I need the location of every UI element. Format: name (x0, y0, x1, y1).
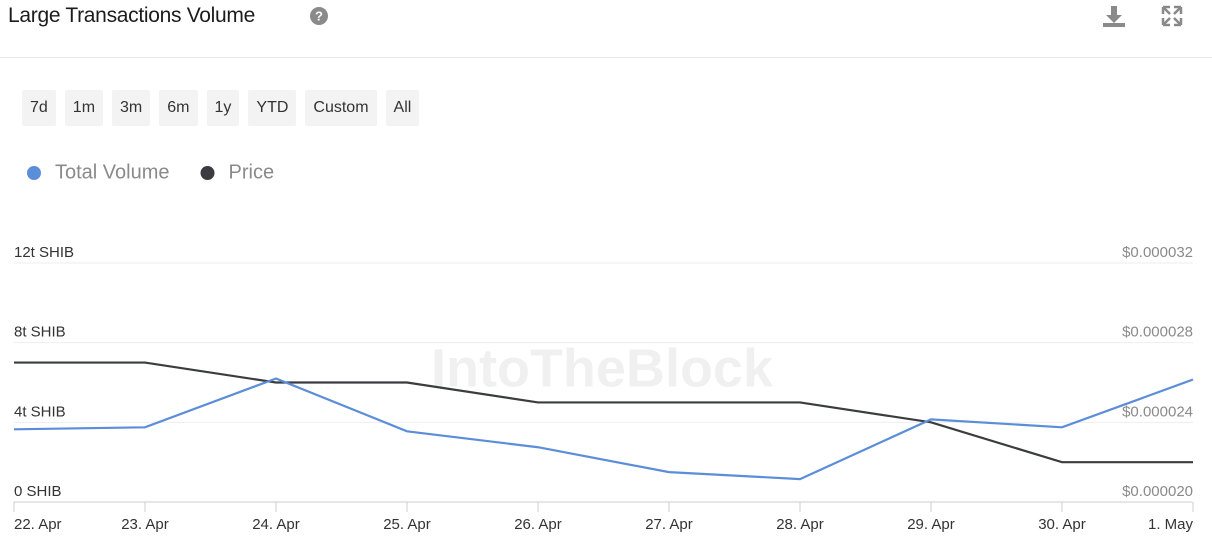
range-button[interactable]: Custom (305, 90, 377, 126)
x-tick-label: 22. Apr (14, 516, 62, 533)
x-tick-label: 28. Apr (776, 516, 824, 533)
y2-tick-label: $0.000024 (1122, 403, 1193, 420)
x-tick-label: 30. Apr (1038, 516, 1086, 533)
x-tick-label: 26. Apr (514, 516, 562, 533)
divider (0, 57, 1212, 58)
range-button[interactable]: All (385, 90, 420, 126)
x-tick-label: 25. Apr (383, 516, 431, 533)
range-button[interactable]: YTD (248, 90, 297, 126)
range-button[interactable]: 7d (22, 90, 56, 126)
svg-text:?: ? (315, 8, 323, 23)
series-line (13, 377, 1194, 481)
y2-tick-label: $0.000028 (1122, 324, 1193, 341)
legend-label[interactable]: Price (229, 161, 275, 183)
x-tick-label: 23. Apr (121, 516, 169, 533)
chart: IntoTheBlock Total Volume Price 0 SHIB 4t SH… (13, 161, 1194, 533)
y2-tick-label: $0.000020 (1122, 483, 1193, 500)
widget-title: Large Transactions Volume (8, 4, 255, 27)
range-button[interactable]: 1m (64, 90, 104, 126)
legend-marker[interactable] (27, 166, 41, 180)
y2-tick-label: $0.000032 (1122, 244, 1193, 261)
help-icon[interactable]: ? (309, 6, 329, 26)
series-line (14, 361, 1193, 464)
range-buttons: 7d 1m 3m 6m 1y YTD Custom All (22, 90, 420, 126)
x-tick-label: 27. Apr (645, 516, 693, 533)
x-tick-label: 1. May (1148, 516, 1194, 533)
legend-label[interactable]: Total Volume (55, 161, 170, 183)
x-tick-label: 29. Apr (907, 516, 955, 533)
download-icon[interactable] (1101, 4, 1127, 30)
y-tick-label: 0 SHIB (14, 483, 62, 500)
y-tick-label: 8t SHIB (14, 324, 66, 341)
range-button[interactable]: 6m (159, 90, 198, 126)
fullscreen-icon[interactable] (1160, 4, 1184, 28)
range-button[interactable]: 3m (112, 90, 151, 126)
legend-marker[interactable] (200, 166, 215, 180)
y-tick-label: 4t SHIB (14, 403, 66, 420)
x-tick-label: 24. Apr (252, 516, 300, 533)
range-button[interactable]: 1y (206, 90, 240, 126)
y-tick-label: 12t SHIB (14, 244, 74, 261)
watermark: IntoTheBlock (431, 338, 774, 398)
